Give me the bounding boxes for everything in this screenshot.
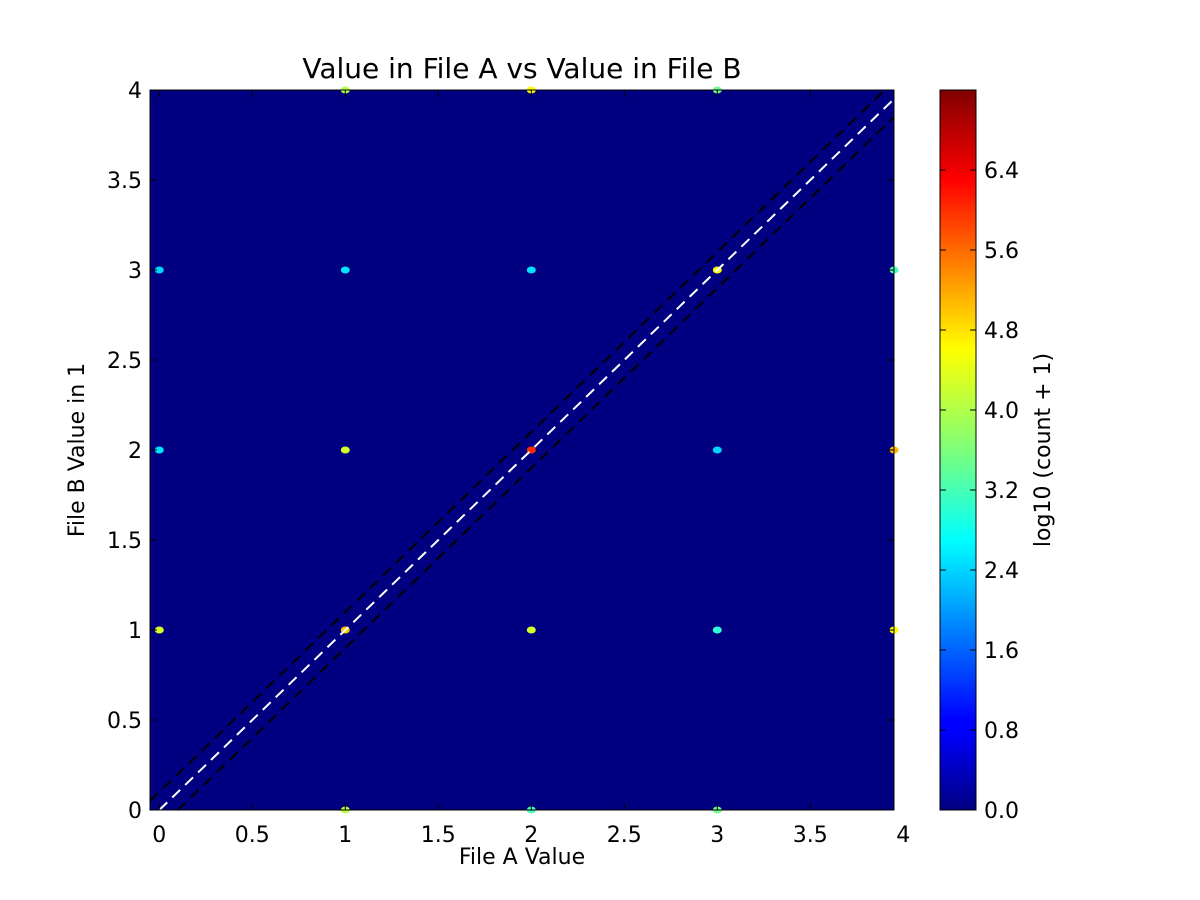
heatmap-cell <box>154 266 164 274</box>
x-tick-label: 3 <box>710 823 724 848</box>
colorbar-tick-label: 1.6 <box>984 639 1019 664</box>
reference-line-lower-tolerance <box>177 116 895 811</box>
y-tick-label: 2.5 <box>107 349 142 374</box>
heatmap-cell <box>712 446 722 454</box>
y-tick-label: 2 <box>128 439 142 464</box>
reference-line-upper-tolerance <box>149 89 886 802</box>
colorbar-ticks: 0.0 0.8 1.6 2.4 3.2 4.0 4.8 5.6 6.4 <box>940 159 1019 824</box>
plot-background <box>150 90 894 810</box>
x-tick-label: 3.5 <box>793 823 828 848</box>
chart-title: Value in File A vs Value in File B <box>302 52 741 85</box>
colorbar-tick-label: 4.8 <box>984 319 1019 344</box>
x-tick-label: 4 <box>896 823 910 848</box>
x-tick-label: 2.5 <box>607 823 642 848</box>
heatmap-cell <box>154 626 164 634</box>
colorbar-tick-label: 5.6 <box>984 239 1019 264</box>
colorbar-tick-label: 3.2 <box>984 479 1019 504</box>
y-tick-label: 3 <box>128 259 142 284</box>
y-tick-label: 0 <box>128 799 142 824</box>
colorbar-tick-label: 6.4 <box>984 159 1019 184</box>
reference-line-identity <box>158 98 895 811</box>
y-tick-label: 0.5 <box>107 709 142 734</box>
x-tick-label: 1 <box>338 823 352 848</box>
y-axis-label: File B Value in 1 <box>65 363 90 537</box>
colorbar-tick-label: 4.0 <box>984 399 1019 424</box>
x-tick-label: 0 <box>152 823 166 848</box>
x-tick-label: 2 <box>524 823 538 848</box>
y-tick-label: 1 <box>128 619 142 644</box>
y-axis-ticks: 0 0.5 1 1.5 2 2.5 3 3.5 4 <box>107 79 894 824</box>
y-tick-label: 3.5 <box>107 169 142 194</box>
colorbar <box>939 89 977 811</box>
heatmap-cell <box>340 266 350 274</box>
colorbar-tick-label: 0.0 <box>984 799 1019 824</box>
colorbar-label: log10 (count + 1) <box>1031 353 1056 547</box>
x-tick-label: 1.5 <box>421 823 456 848</box>
x-axis-label: File A Value <box>459 845 585 870</box>
heatmap-cell <box>526 266 536 274</box>
x-axis-ticks: 0 0.5 1 1.5 2 2.5 3 3.5 4 <box>152 90 910 848</box>
y-tick-label: 1.5 <box>107 529 142 554</box>
heatmap-cell <box>154 446 164 454</box>
heatmap-cell <box>526 626 536 634</box>
x-tick-label: 0.5 <box>235 823 270 848</box>
heatmap-cells <box>154 86 899 814</box>
heatmap-cell <box>712 626 722 634</box>
heatmap-cell <box>340 446 350 454</box>
colorbar-tick-label: 0.8 <box>984 719 1019 744</box>
reference-lines <box>149 89 895 811</box>
colorbar-tick-label: 2.4 <box>984 559 1019 584</box>
y-tick-label: 4 <box>128 79 142 104</box>
